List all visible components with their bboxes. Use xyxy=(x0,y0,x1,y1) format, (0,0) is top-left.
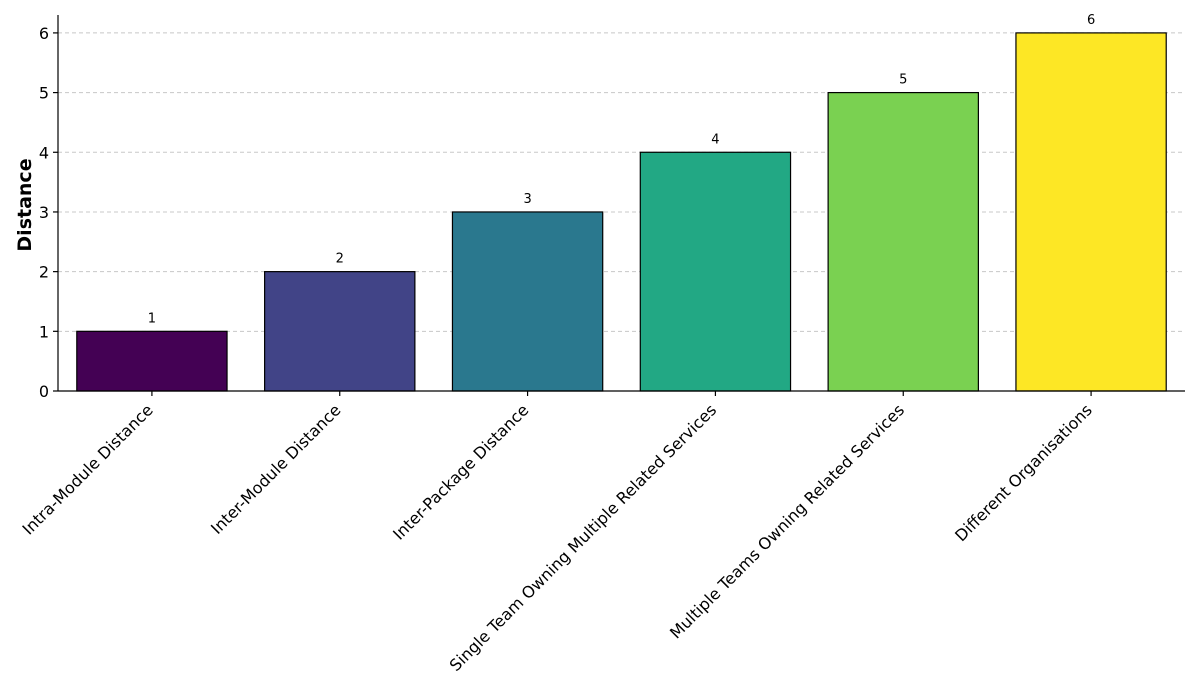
bar-value-label: 2 xyxy=(336,252,344,267)
x-category-label: Inter-Module Distance xyxy=(207,400,345,538)
bar-value-label: 3 xyxy=(523,192,531,207)
bar xyxy=(639,151,792,392)
x-category-label: Intra-Module Distance xyxy=(18,400,156,538)
axes-layer xyxy=(53,15,1185,396)
bar xyxy=(76,330,228,392)
bars-layer xyxy=(76,32,1167,392)
y-tick-label: 3 xyxy=(39,203,49,222)
y-tick-label: 4 xyxy=(39,143,49,162)
bar-value-label: 5 xyxy=(899,73,907,88)
y-tick-label: 1 xyxy=(39,322,49,341)
bar-value-label: 1 xyxy=(148,311,156,326)
bar xyxy=(1015,32,1167,392)
grid-layer xyxy=(58,32,1185,332)
y-tick-label: 2 xyxy=(39,263,49,282)
x-category-label: Different Organisations xyxy=(951,400,1096,545)
y-tick-label: 6 xyxy=(39,24,49,43)
bar xyxy=(451,211,604,392)
bar xyxy=(264,271,416,392)
y-tick-label: 0 xyxy=(39,382,49,401)
x-category-label: Inter-Package Distance xyxy=(389,400,532,543)
x-category-label: Multiple Teams Owning Related Services xyxy=(666,400,908,642)
bar-value-label: 6 xyxy=(1087,13,1095,28)
bar-value-label: 4 xyxy=(711,132,719,147)
y-tick-label: 5 xyxy=(39,84,49,103)
bar xyxy=(827,91,979,392)
y-axis-title: Distance xyxy=(14,158,36,251)
